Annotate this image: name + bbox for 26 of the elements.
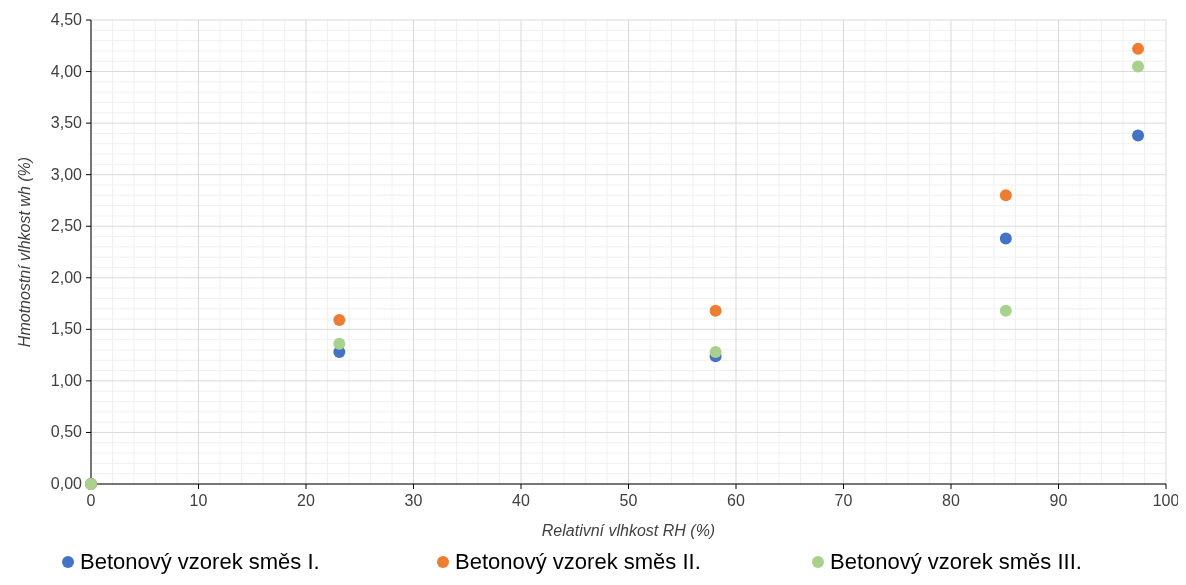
y-tick-label: 4,50 bbox=[50, 11, 83, 28]
y-tick-label: 2,50 bbox=[50, 217, 83, 235]
x-tick-label: 80 bbox=[942, 492, 960, 509]
legend-label: Betonový vzorek směs II. bbox=[455, 549, 701, 574]
y-tick-label: 2,00 bbox=[50, 268, 83, 286]
x-tick-label: 100 bbox=[1152, 492, 1180, 509]
x-tick-label: 70 bbox=[834, 492, 853, 509]
x-tick-label: 0 bbox=[86, 492, 96, 509]
x-tick-label: 50 bbox=[619, 492, 638, 509]
legend-label: Betonový vzorek směs III. bbox=[830, 549, 1082, 574]
x-tick-label: 20 bbox=[297, 492, 315, 509]
legend-label: Betonový vzorek směs I. bbox=[80, 549, 320, 574]
x-tick-label: 10 bbox=[189, 492, 208, 509]
x-tick-label: 60 bbox=[727, 492, 745, 509]
y-tick-label: 4,00 bbox=[50, 62, 83, 80]
y-tick-label: 1,50 bbox=[50, 320, 83, 338]
x-tick-label: 90 bbox=[1049, 492, 1068, 509]
x-tick-label: 30 bbox=[404, 492, 423, 509]
y-tick-label: 3,00 bbox=[50, 165, 83, 183]
y-tick-label: 1,00 bbox=[50, 371, 83, 389]
y-tick-label: 0,50 bbox=[50, 423, 83, 441]
x-tick-label: 40 bbox=[512, 492, 530, 509]
y-tick-label: 3,50 bbox=[50, 114, 83, 132]
y-axis-title: Hmotnostní vlhkost wh (%) bbox=[16, 156, 33, 348]
y-tick-label: 0,00 bbox=[50, 475, 83, 492]
x-axis-title: Relativní vlhkost RH (%) bbox=[541, 522, 716, 539]
